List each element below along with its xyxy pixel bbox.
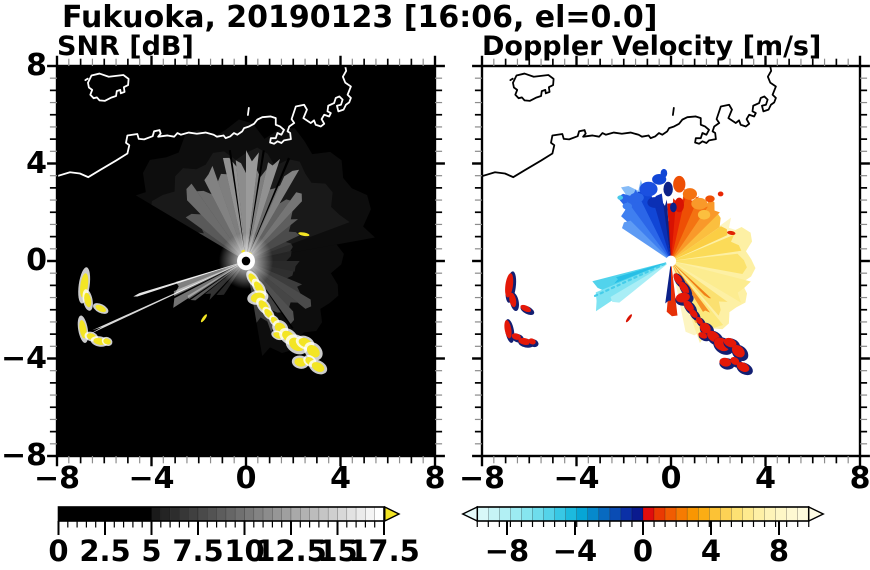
- x-tick-label: 4: [330, 461, 351, 496]
- x-tick-label: −4: [553, 461, 600, 496]
- snr-colorbar-label: 12.5: [255, 534, 327, 568]
- snr-colorbar-label: 2.5: [79, 534, 131, 568]
- vel-colorbar-label: −8: [484, 534, 530, 568]
- y-tick-label: 8: [26, 48, 47, 83]
- snr-colorbar-label: 10: [224, 534, 265, 568]
- x-tick-label: −4: [128, 461, 175, 496]
- snr-map: [47, 55, 445, 467]
- vel-colorbar-label: 0: [632, 534, 654, 568]
- snr-colorbar-label: 5: [141, 534, 162, 568]
- x-tick-label: 8: [424, 461, 446, 496]
- snr-colorbar-label: 17.5: [348, 534, 420, 568]
- x-tick-label: 4: [755, 461, 776, 496]
- x-tick-label: 8: [849, 461, 870, 496]
- vel-colorbar-label: 8: [768, 534, 790, 568]
- y-tick-label: 0: [26, 243, 47, 278]
- vel-map: [472, 55, 870, 467]
- vel-colorbar-label: 4: [700, 534, 722, 568]
- y-tick-label: 4: [26, 145, 47, 181]
- y-tick-label: −4: [0, 340, 47, 376]
- axis-ticks: [47, 55, 445, 467]
- snr-colorbar-label: 15: [317, 534, 358, 568]
- x-tick-label: 0: [235, 461, 257, 496]
- snr-panel-title: SNR [dB]: [57, 31, 194, 62]
- x-tick-label: −8: [458, 461, 506, 496]
- axis-ticks: [472, 55, 870, 467]
- y-tick-label: −8: [0, 438, 47, 473]
- vel-panel-title: Doppler Velocity [m/s]: [482, 31, 822, 62]
- snr-colorbar-label: 0: [48, 534, 69, 568]
- vel-colorbar: [461, 505, 825, 535]
- x-tick-label: −8: [33, 461, 81, 496]
- snr-colorbar: [57, 505, 401, 535]
- figure-title: Fukuoka, 20190123 [16:06, el=0.0]: [62, 0, 658, 35]
- snr-colorbar-label: 7.5: [172, 534, 224, 568]
- vel-colorbar-label: −4: [552, 534, 598, 568]
- x-tick-label: 0: [660, 461, 682, 496]
